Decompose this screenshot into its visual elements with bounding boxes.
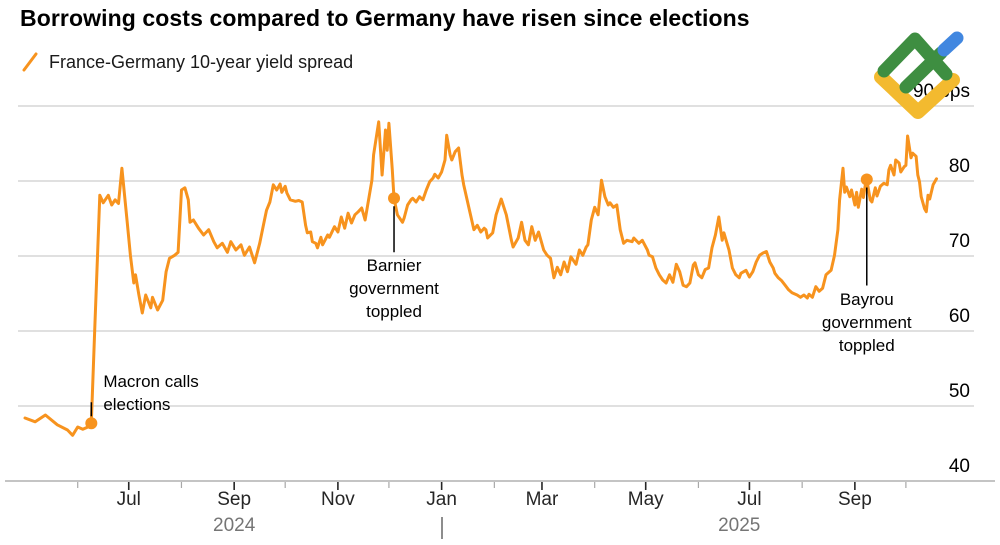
gridlines	[5, 105, 995, 482]
spread-line	[23, 120, 938, 437]
event-dot-macron	[85, 417, 98, 430]
spread-line-series	[23, 120, 938, 437]
legend: France-Germany 10-year yield spread	[20, 50, 353, 74]
line-series-swatch-icon	[22, 52, 38, 72]
event-dot-barnier	[388, 192, 401, 205]
event-dot-bayrou	[860, 173, 873, 186]
axis-ticks	[77, 482, 907, 490]
page-title: Borrowing costs compared to Germany have…	[20, 5, 750, 31]
annotation-markers	[85, 173, 873, 430]
legend-label: France-Germany 10-year yield spread	[49, 51, 354, 72]
